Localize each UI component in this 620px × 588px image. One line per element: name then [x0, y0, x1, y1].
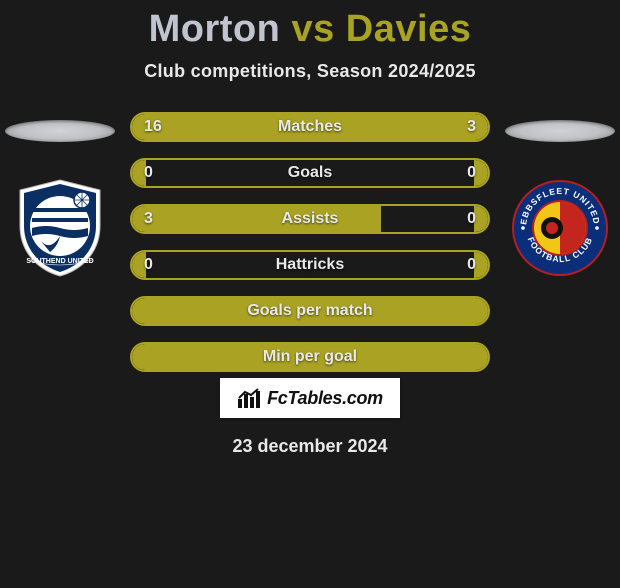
stat-fill-right [432, 114, 488, 140]
footer-date: 23 december 2024 [0, 436, 620, 457]
ebbsfleet-badge-icon: EBBSFLEET UNITED FOOTBALL CLUB [510, 178, 610, 278]
club-badge-left: SOUTHEND UNITED [10, 178, 110, 278]
left-column: SOUTHEND UNITED [0, 112, 120, 278]
title-player1: Morton [149, 8, 281, 50]
fctables-badge: FcTables.com [220, 378, 400, 418]
subtitle: Club competitions, Season 2024/2025 [0, 61, 620, 82]
club-badge-right: EBBSFLEET UNITED FOOTBALL CLUB [510, 178, 610, 278]
stat-bar: Goals00 [130, 158, 490, 188]
title-vs: vs [291, 8, 334, 50]
comparison-panel: SOUTHEND UNITED EBBSFLEET UNITED [0, 112, 620, 457]
stat-bar: Assists30 [130, 204, 490, 234]
title-player2: Davies [346, 8, 472, 50]
stat-bar: Goals per match [130, 296, 490, 326]
southend-badge-icon: SOUTHEND UNITED [10, 178, 110, 278]
right-column: EBBSFLEET UNITED FOOTBALL CLUB [500, 112, 620, 278]
svg-text:SOUTHEND UNITED: SOUTHEND UNITED [26, 258, 93, 265]
stat-fill-left [132, 160, 146, 186]
page-title: Morton vs Davies [0, 8, 620, 51]
stat-bar: Matches163 [130, 112, 490, 142]
stat-bars: Matches163 Goals00 Assists30 Hattricks00 Goa… [130, 112, 490, 372]
stat-fill-left [132, 252, 146, 278]
stat-label: Goals [132, 164, 488, 182]
stat-fill-left [132, 344, 488, 370]
stat-bar: Min per goal [130, 342, 490, 372]
fctables-logo-icon [237, 387, 261, 409]
stat-fill-right [474, 206, 488, 232]
player-shadow-right [505, 120, 615, 142]
stat-fill-right [474, 252, 488, 278]
stat-bar: Hattricks00 [130, 250, 490, 280]
stat-fill-left [132, 206, 381, 232]
stat-fill-left [132, 114, 432, 140]
stat-fill-left [132, 298, 488, 324]
stat-fill-right [474, 160, 488, 186]
stat-label: Hattricks [132, 256, 488, 274]
player-shadow-left [5, 120, 115, 142]
fctables-text: FcTables.com [267, 388, 383, 409]
